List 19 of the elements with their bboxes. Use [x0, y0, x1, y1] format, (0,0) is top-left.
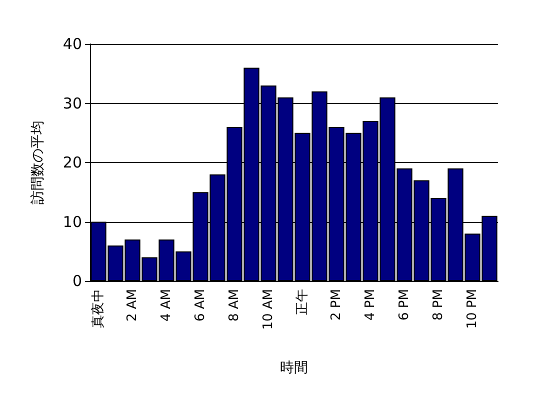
x-tick-label: 正午 [295, 289, 310, 315]
x-tick-label: 6 AM [193, 289, 208, 322]
x-tick-label: 真夜中 [90, 289, 106, 328]
x-tick-label: 10 AM [261, 289, 276, 330]
x-tick-label: 10 PM [465, 289, 480, 329]
y-tick-label: 30 [62, 94, 82, 112]
x-tick-label: 4 AM [159, 289, 174, 322]
x-axis-title: 時間 [280, 360, 308, 376]
x-tick-label: 8 AM [227, 289, 242, 322]
x-tick-label: 6 PM [397, 289, 412, 320]
y-tick-label: 40 [62, 35, 82, 53]
x-tick-label: 2 PM [329, 289, 344, 320]
y-tick-label: 0 [72, 272, 82, 290]
y-tick-label: 20 [62, 154, 82, 172]
x-tick-label: 2 AM [125, 289, 140, 322]
y-axis-title: 訪問数の平均 [30, 120, 46, 204]
x-tick-label: 8 PM [431, 289, 446, 320]
y-tick-label: 10 [62, 212, 82, 231]
x-tick-label: 4 PM [363, 289, 378, 320]
